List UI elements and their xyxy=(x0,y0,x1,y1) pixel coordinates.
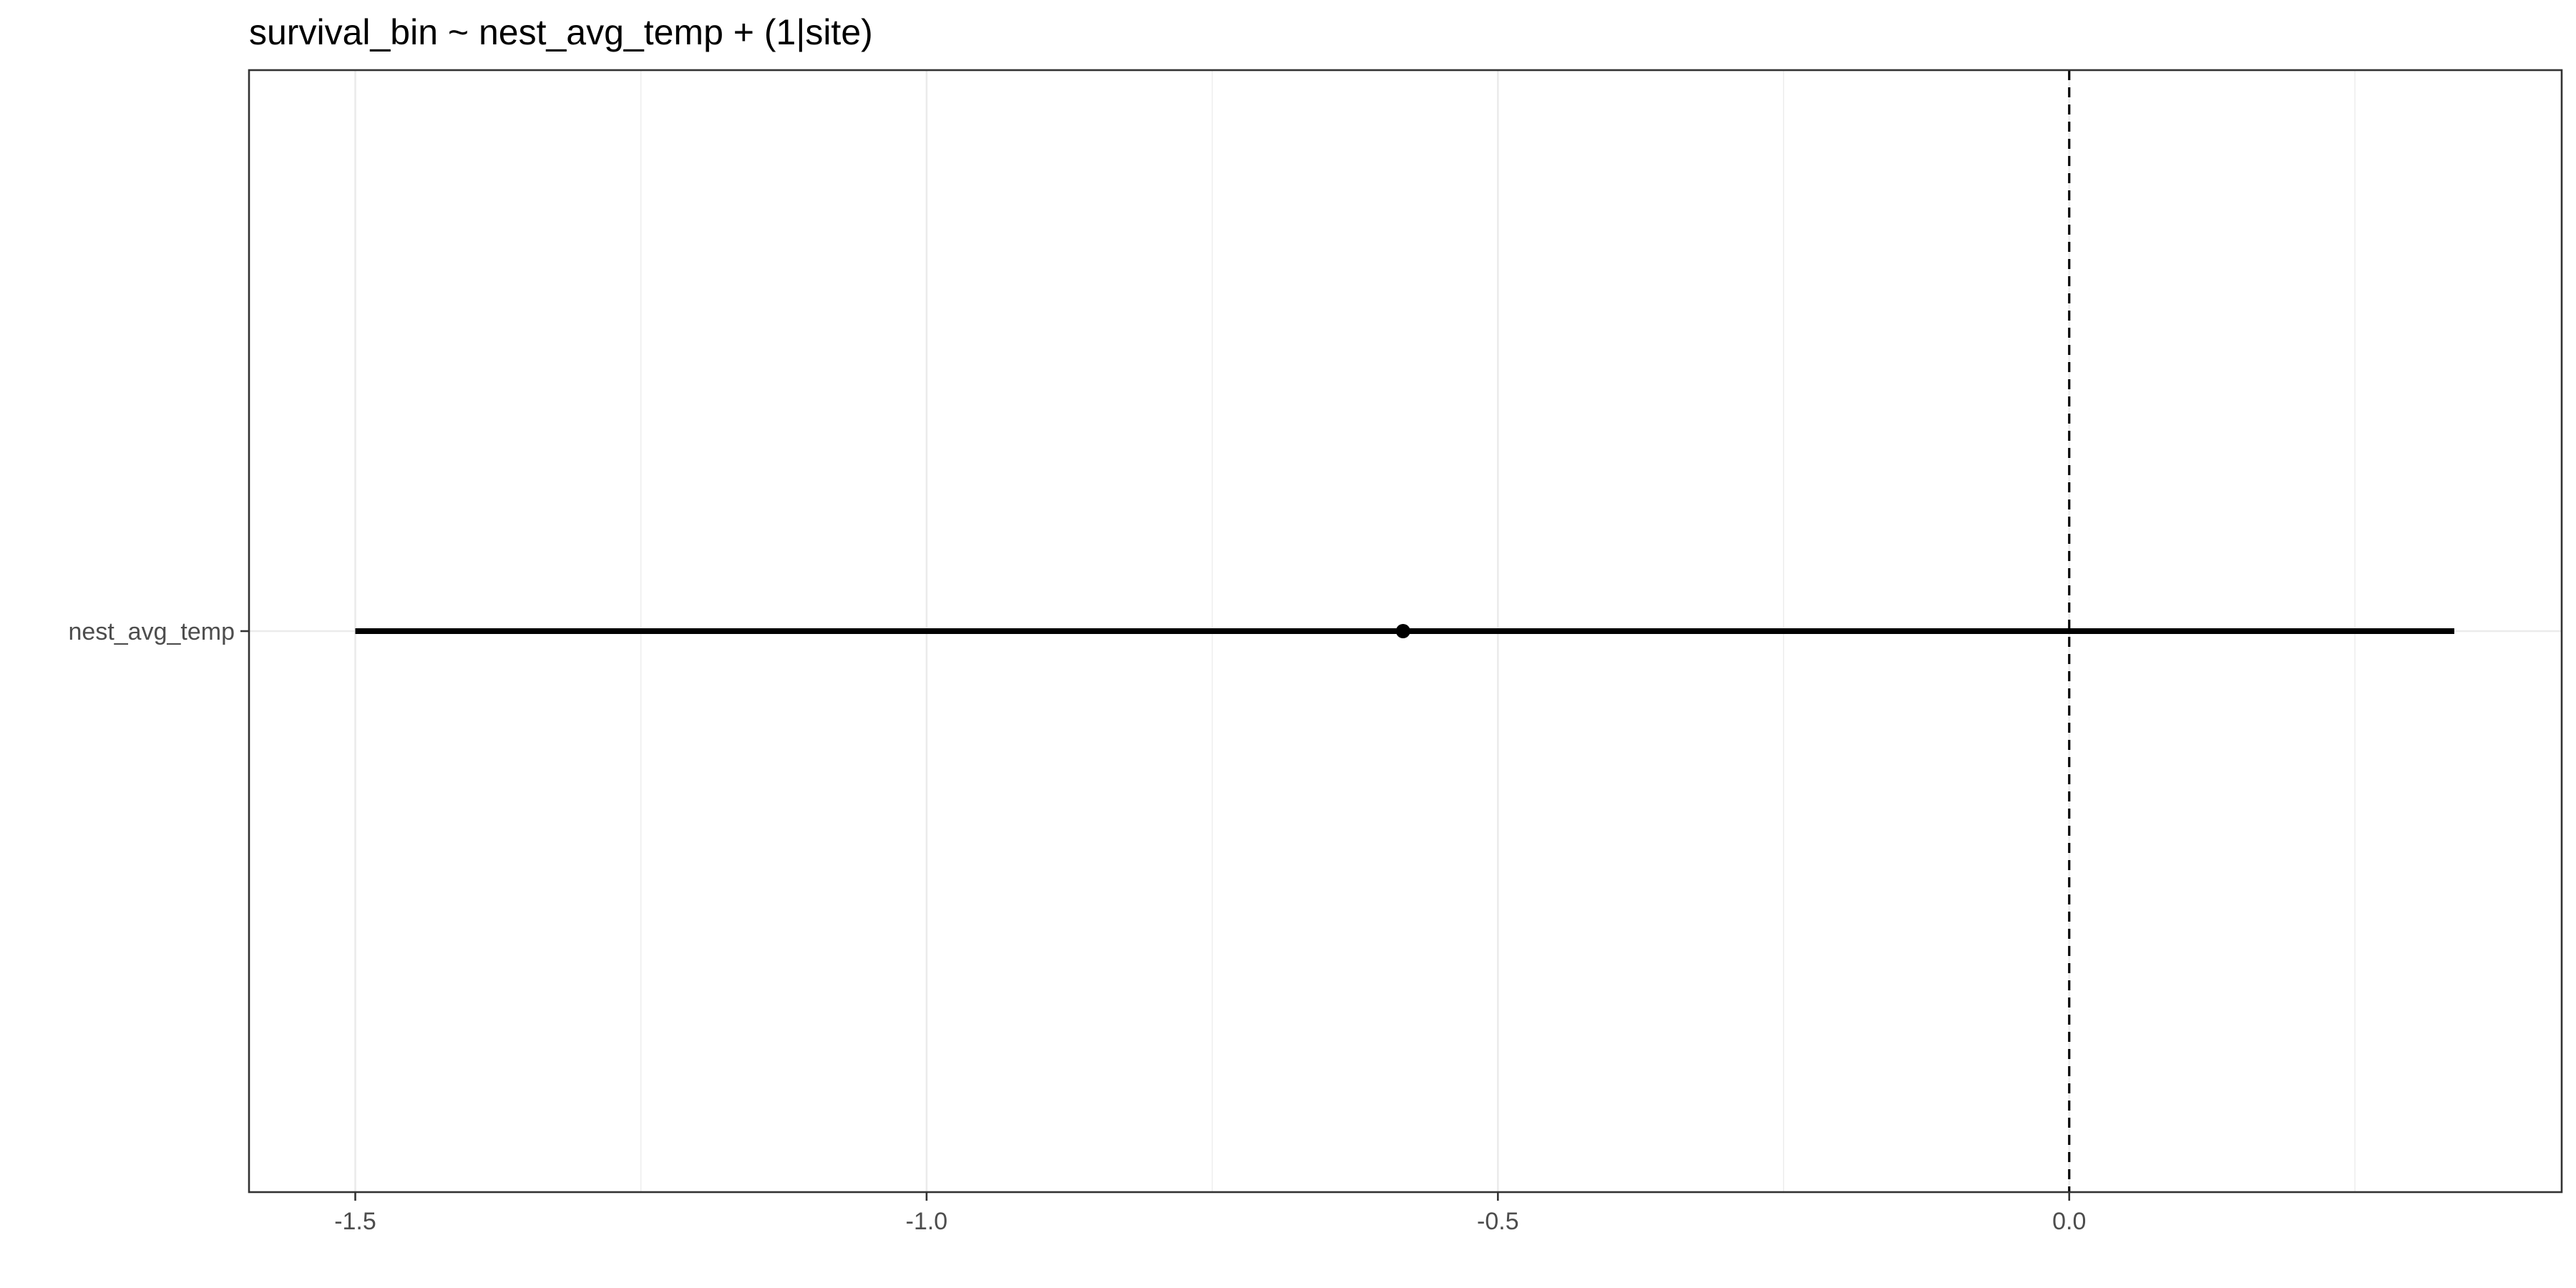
x-tick-label-1: -1.0 xyxy=(906,1208,948,1235)
x-tick-label-0: -1.5 xyxy=(334,1208,376,1235)
chart-title: survival_bin ~ nest_avg_temp + (1|site) xyxy=(249,12,873,52)
x-axis: -1.5 -1.0 -0.5 0.0 xyxy=(334,1192,2086,1235)
estimate-point-0 xyxy=(1395,624,1410,638)
y-tick-label-0: nest_avg_temp xyxy=(69,618,235,645)
x-tick-label-2: -0.5 xyxy=(1477,1208,1519,1235)
y-axis: nest_avg_temp xyxy=(69,618,249,645)
x-tick-label-3: 0.0 xyxy=(2052,1208,2086,1235)
estimate-marks xyxy=(355,624,2454,638)
